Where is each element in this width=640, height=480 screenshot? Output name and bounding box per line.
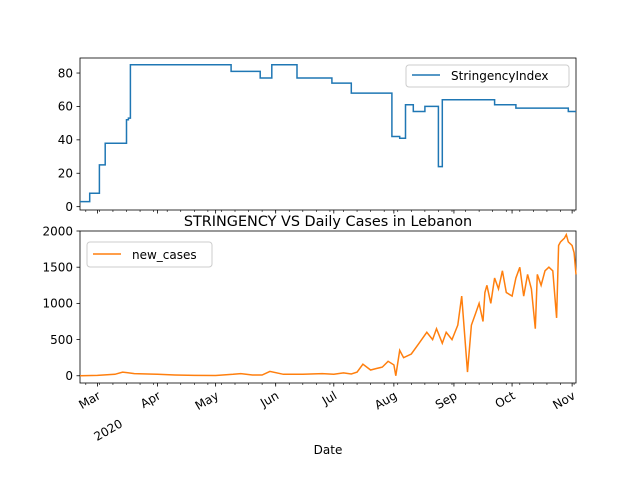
stringency-legend: StringencyIndex [405,64,570,88]
cases-legend-label: new_cases [132,248,197,262]
stringency-y-tick-label: 0 [65,200,73,214]
stringency-y-axis: 0 20 40 60 80 [58,66,80,214]
cases-x-axis-label: Date [314,443,343,457]
cases-y-tick-label: 0 [65,369,73,383]
cases-y-tick-label: 1000 [42,297,73,311]
stringency-plot-frame [79,57,577,211]
stringency-y-tick-label: 80 [58,66,73,80]
cases-legend-box [86,241,213,268]
stringency-series-line [80,63,576,203]
cases-series-line [79,232,577,377]
stringency-y-tick-label: 20 [58,167,73,181]
stringency-legend-label: StringencyIndex [451,69,549,83]
cases-y-tick-label: 2000 [42,224,73,238]
stringency-legend-box [405,64,570,88]
cases-chart-title: STRINGENCY VS Daily Cases in Lebanon [184,214,472,230]
cases-plot-frame [79,230,577,384]
stringency-panel: 0 20 40 60 80 StringencyIndex [58,57,577,214]
stringency-x-axis [85,210,575,214]
cases-y-tick-label: 1500 [42,260,73,274]
cases-panel: STRINGENCY VS Daily Cases in Lebanon 0 50… [42,214,577,457]
cases-x-tick-label: Jul [319,388,339,408]
stringency-y-tick-label: 60 [58,100,73,114]
cases-y-tick-label: 500 [50,333,73,347]
cases-y-axis: 0 500 1000 1500 2000 [42,224,80,383]
cases-legend: new_cases [86,241,213,268]
stringency-y-tick-label: 40 [58,133,73,147]
